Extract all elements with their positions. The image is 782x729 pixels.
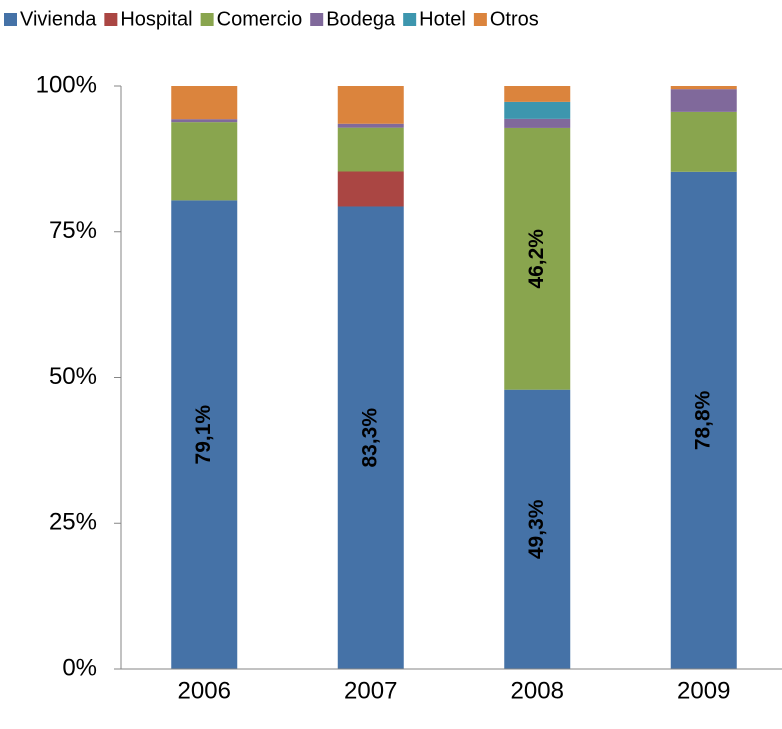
bar-segment — [670, 86, 737, 90]
bar-segment — [504, 127, 571, 390]
y-tick-label: 100% — [36, 71, 97, 98]
y-tick-label: 50% — [49, 363, 97, 390]
bar-segment — [504, 101, 571, 119]
legend-label: Hotel — [419, 8, 466, 30]
bar-segment — [171, 86, 238, 120]
bar-segment — [670, 171, 737, 670]
legend-swatch — [4, 13, 17, 26]
bar-segment — [337, 127, 404, 172]
bar-segment — [171, 200, 238, 669]
legend-swatch — [104, 13, 118, 26]
legend-label: Vivienda — [20, 8, 97, 30]
bar-segment — [337, 123, 404, 128]
legend-label: Otros — [490, 8, 539, 30]
x-tick-label: 2007 — [344, 677, 397, 704]
legend-swatch — [473, 13, 487, 26]
bar-segment — [337, 86, 404, 124]
y-tick-label: 0% — [62, 654, 97, 681]
bar-segment — [171, 119, 238, 123]
data-label: 79,1% — [192, 405, 215, 465]
bar-segment — [670, 111, 737, 172]
data-label: 83,3% — [358, 408, 381, 468]
x-tick-label: 2008 — [511, 677, 564, 704]
bar-segment — [171, 122, 238, 201]
x-tick-label: 2006 — [178, 677, 231, 704]
legend-swatch — [310, 13, 324, 26]
bar-segment — [337, 171, 404, 207]
legend-label: Comercio — [217, 8, 303, 30]
bar-segment — [337, 206, 404, 669]
legend-label: Bodega — [326, 8, 396, 30]
bar-segment — [504, 118, 571, 128]
x-tick-label: 2009 — [677, 677, 730, 704]
bar-segment — [504, 86, 571, 102]
bar-segment — [504, 389, 571, 669]
y-tick-label: 75% — [49, 217, 97, 244]
legend-swatch — [200, 13, 214, 26]
data-label: 46,2% — [525, 229, 548, 289]
data-label: 78,8% — [691, 390, 714, 450]
legend-swatch — [403, 13, 417, 26]
legend-label: Hospital — [120, 8, 192, 30]
y-tick-label: 25% — [49, 509, 97, 536]
data-label: 49,3% — [525, 499, 548, 559]
bar-segment — [670, 89, 737, 112]
